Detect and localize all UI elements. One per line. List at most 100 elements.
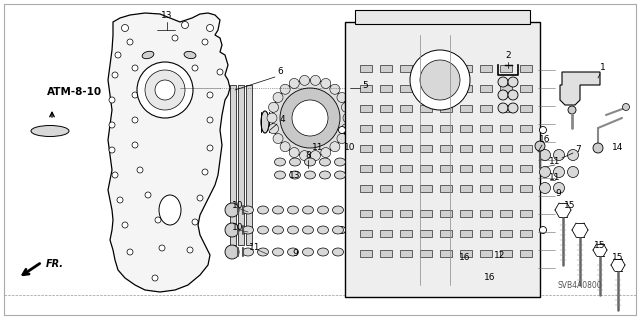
Circle shape [145,192,151,198]
Circle shape [289,78,300,88]
Circle shape [115,52,121,58]
Text: 4: 4 [279,115,285,124]
Text: ATM-8-10: ATM-8-10 [47,87,102,97]
Bar [380,230,392,237]
Ellipse shape [287,248,298,256]
Circle shape [182,21,189,28]
Circle shape [202,39,208,45]
Text: 9: 9 [555,189,561,197]
Text: 14: 14 [612,144,624,152]
Circle shape [342,102,351,112]
Bar [420,85,432,92]
Circle shape [202,169,208,175]
Ellipse shape [257,206,269,214]
Circle shape [192,65,198,71]
Bar [460,145,472,152]
Bar [355,10,530,24]
Bar [440,230,452,237]
Circle shape [109,147,115,153]
Bar [520,65,532,72]
Text: 5: 5 [362,80,368,90]
Polygon shape [560,72,600,105]
Ellipse shape [273,206,284,214]
Bar [420,210,432,217]
Bar [380,105,392,112]
Bar [440,250,452,257]
Ellipse shape [305,171,316,179]
Circle shape [289,148,300,158]
Bar [480,250,492,257]
Bar [400,230,412,237]
Ellipse shape [273,226,284,234]
Bar [345,22,540,297]
Circle shape [554,167,564,177]
Bar [480,230,492,237]
Ellipse shape [275,171,285,179]
Ellipse shape [335,171,346,179]
Circle shape [310,151,321,160]
Ellipse shape [317,206,328,214]
Circle shape [112,72,118,78]
Ellipse shape [142,51,154,59]
Text: FR.: FR. [46,259,64,269]
Bar [460,250,472,257]
Circle shape [568,106,576,114]
Bar [400,125,412,132]
Circle shape [280,142,290,152]
Circle shape [117,197,123,203]
Bar [520,145,532,152]
Circle shape [197,195,203,201]
Bar [440,125,452,132]
Bar [440,65,452,72]
Circle shape [172,35,178,41]
Circle shape [540,150,550,160]
Ellipse shape [333,226,344,234]
Ellipse shape [289,171,301,179]
Bar [360,185,372,192]
Circle shape [192,219,198,225]
FancyBboxPatch shape [12,117,87,145]
Circle shape [410,50,470,110]
Text: 9: 9 [292,249,298,257]
Circle shape [217,69,223,75]
Ellipse shape [333,206,344,214]
Text: SVB4A0800: SVB4A0800 [557,280,602,290]
Circle shape [420,60,460,100]
Circle shape [207,117,213,123]
Text: 16: 16 [460,254,471,263]
Circle shape [132,142,138,148]
Bar [440,210,452,217]
Ellipse shape [243,248,253,256]
Circle shape [109,97,115,103]
Ellipse shape [273,248,284,256]
Ellipse shape [243,206,253,214]
Ellipse shape [317,226,328,234]
Bar [460,210,472,217]
Text: 13: 13 [289,170,301,180]
Bar [400,165,412,172]
Circle shape [225,223,239,237]
Bar [380,125,392,132]
Circle shape [159,245,165,251]
Bar [360,125,372,132]
Bar [380,85,392,92]
Circle shape [330,84,340,94]
Text: 1: 1 [600,63,606,72]
Text: 10: 10 [344,144,356,152]
Bar [360,85,372,92]
Bar [480,125,492,132]
Bar [500,65,512,72]
Ellipse shape [184,51,196,59]
Text: 7: 7 [575,145,581,154]
Circle shape [508,103,518,113]
Bar [380,145,392,152]
Bar [420,125,432,132]
Bar [460,230,472,237]
Circle shape [269,102,278,112]
Bar [460,65,472,72]
Circle shape [207,145,213,151]
Circle shape [337,134,347,144]
Bar [380,185,392,192]
Bar [520,125,532,132]
Circle shape [132,65,138,71]
